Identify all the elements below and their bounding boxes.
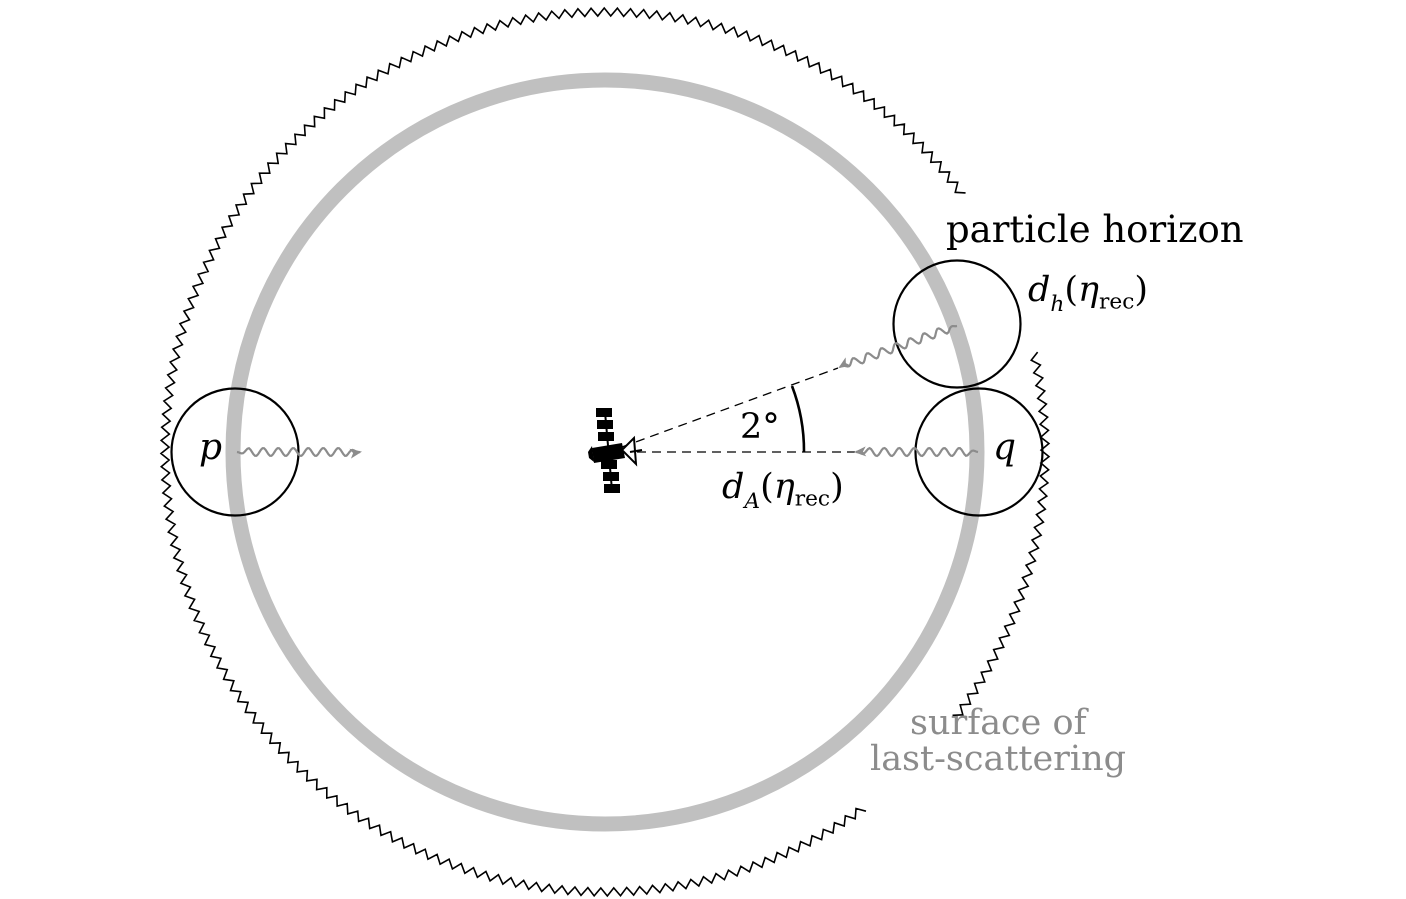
angular-distance-symbol: d — [722, 467, 745, 507]
angular-distance-subscript: A — [744, 488, 761, 514]
point-q-label: q — [993, 427, 1017, 468]
horizon-distance-eta: η — [1078, 270, 1100, 310]
horizon-distance-close-paren: ) — [1134, 270, 1149, 310]
angular-distance-label: dA(ηrec) — [722, 467, 844, 514]
particle-horizon-label: particle horizon — [946, 208, 1244, 251]
surface-label-line1: surface of — [910, 703, 1087, 743]
photon-from-p — [236, 446, 362, 459]
horizon-distance-subscript: h — [1050, 291, 1065, 317]
horizon-circle-upper — [892, 259, 1022, 389]
sight-line-angled — [621, 367, 839, 448]
photon-from-q — [854, 446, 979, 458]
satellite-icon — [588, 408, 643, 493]
angular-distance-eta: η — [773, 467, 795, 507]
horizon-distance-label: dh(ηrec) — [1028, 270, 1149, 317]
angle-label: 2° — [740, 407, 780, 447]
particle-horizon-arc-right — [952, 351, 1051, 717]
point-p-label: p — [199, 427, 223, 468]
horizon-circle-p — [170, 387, 300, 517]
photon-from-upper — [838, 324, 958, 369]
horizon-circle-q — [914, 387, 1044, 517]
horizon-distance-eta-subscript: rec — [1099, 289, 1135, 315]
angular-distance-close-paren: ) — [830, 467, 844, 507]
angle-arc — [790, 385, 806, 453]
angular-distance-open-paren: ( — [760, 467, 774, 507]
horizon-distance-symbol: d — [1028, 270, 1051, 310]
particle-horizon-arc — [159, 6, 966, 898]
horizon-distance-open-paren: ( — [1064, 270, 1079, 310]
surface-label-line2: last-scattering — [870, 739, 1127, 779]
angular-distance-eta-subscript: rec — [794, 486, 831, 512]
